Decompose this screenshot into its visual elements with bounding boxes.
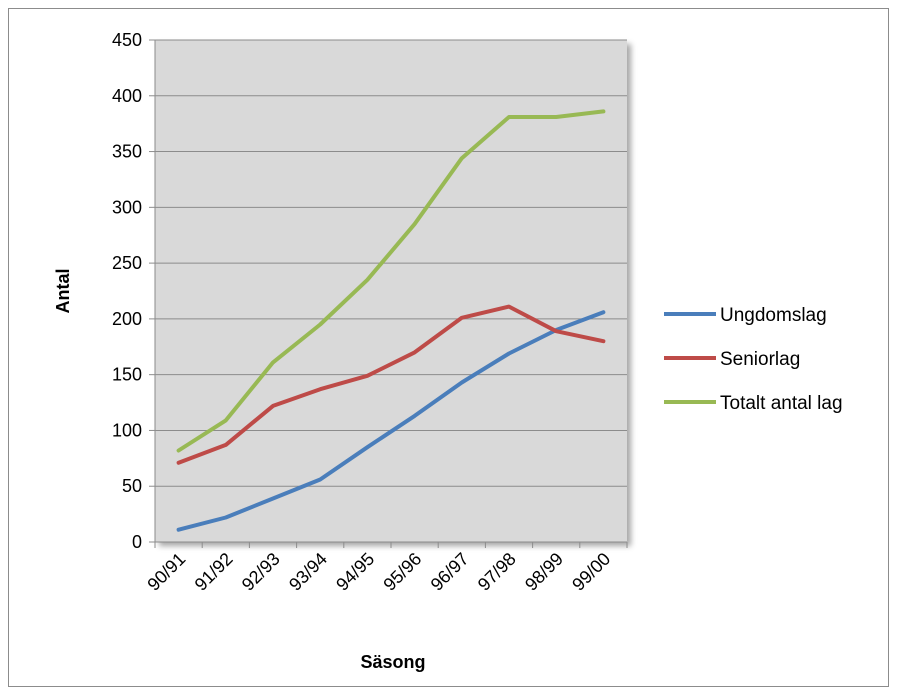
legend-label: Ungdomslag [720, 305, 827, 326]
legend: Ungdomslag Seniorlag Totalt antal lag [664, 305, 843, 414]
y-tick-label: 0 [132, 532, 142, 552]
y-tick-label: 150 [112, 365, 142, 385]
legend-item: Ungdomslag [664, 305, 827, 326]
series-line [176, 310, 606, 532]
x-tick-label: 94/95 [332, 549, 378, 595]
y-tick-label: 200 [112, 309, 142, 329]
x-tick-label: 98/99 [521, 549, 567, 595]
legend-item: Totalt antal lag [664, 393, 843, 414]
plot-area [155, 40, 627, 542]
x-tick-label: 91/92 [191, 549, 237, 595]
x-tick-label: 95/96 [379, 549, 425, 595]
gridlines [155, 39, 627, 487]
x-tick-label: 99/00 [568, 549, 614, 595]
x-axis-title: Säsong [360, 652, 425, 672]
series-line [176, 304, 606, 465]
y-axis-ticks: 0 50 100 150 200 250 300 350 400 450 [112, 30, 155, 552]
y-tick-label: 350 [112, 142, 142, 162]
y-axis-title: Antal [53, 269, 73, 314]
y-tick-label: 400 [112, 86, 142, 106]
legend-label: Seniorlag [720, 349, 800, 370]
legend-item: Seniorlag [664, 349, 800, 370]
y-tick-label: 50 [122, 476, 142, 496]
series-lines [176, 109, 606, 532]
x-axis-ticks: 90/91 91/92 92/93 93/94 94/95 95/96 96/97 97/98… [143, 542, 628, 595]
x-tick-label: 93/94 [285, 549, 331, 595]
x-tick-label: 92/93 [238, 549, 284, 595]
y-tick-label: 250 [112, 253, 142, 273]
x-tick-label: 96/97 [427, 549, 473, 595]
x-tick-label: 97/98 [474, 549, 520, 595]
legend-label: Totalt antal lag [720, 393, 843, 414]
y-tick-label: 300 [112, 197, 142, 217]
series-line [176, 109, 606, 453]
x-tick-label: 90/91 [143, 549, 189, 595]
y-tick-label: 450 [112, 30, 142, 50]
y-tick-label: 100 [112, 420, 142, 440]
